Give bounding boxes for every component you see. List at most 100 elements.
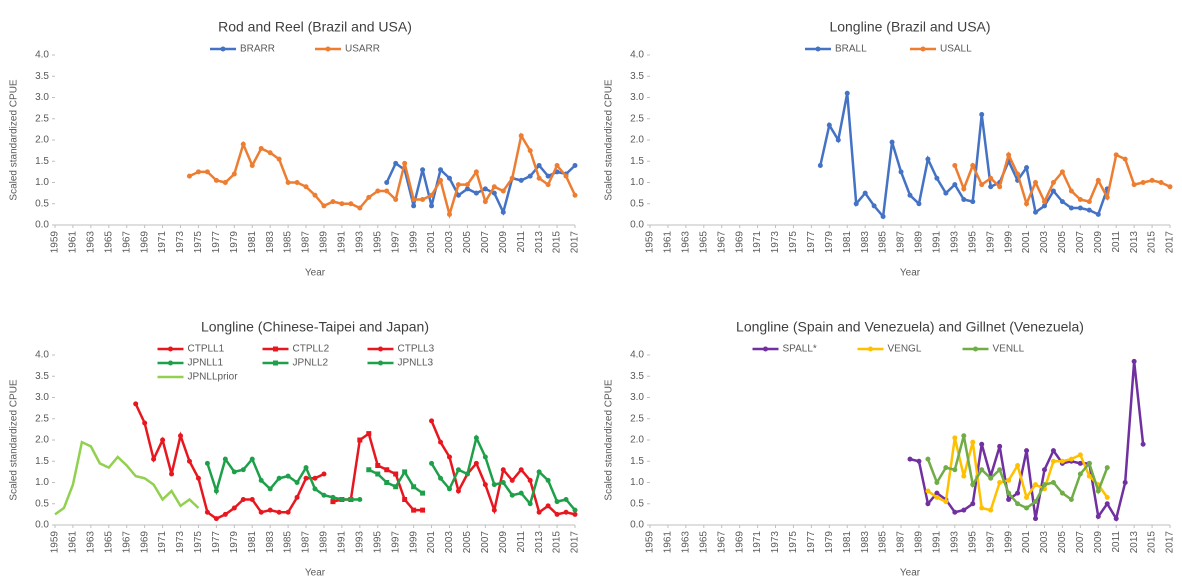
marker: [1024, 494, 1030, 500]
marker: [1033, 209, 1039, 215]
x-tick-label: 1959: [645, 231, 656, 254]
marker: [1086, 473, 1092, 479]
marker: [473, 435, 479, 441]
marker: [1167, 184, 1173, 190]
marker: [554, 163, 560, 168]
marker: [1050, 458, 1056, 464]
marker: [509, 175, 515, 181]
marker: [563, 497, 569, 502]
marker: [518, 467, 524, 473]
marker: [312, 475, 318, 481]
marker: [240, 497, 246, 502]
marker: [402, 497, 408, 502]
marker: [384, 480, 390, 485]
marker: [1024, 448, 1030, 454]
marker: [1015, 490, 1021, 496]
marker: [509, 492, 515, 498]
marker: [384, 467, 390, 473]
x-tick-label: 2011: [516, 231, 527, 253]
marker: [411, 197, 417, 202]
marker: [536, 163, 542, 168]
x-tick-label: 2001: [1021, 231, 1032, 254]
marker: [402, 469, 408, 475]
marker: [1041, 199, 1047, 205]
marker: [204, 460, 210, 466]
x-tick-label: 1967: [121, 531, 132, 554]
marker: [1122, 156, 1128, 162]
marker: [482, 482, 488, 488]
marker: [222, 180, 228, 185]
marker: [979, 467, 985, 473]
x-tick-label: 2013: [534, 531, 545, 554]
marker: [420, 507, 426, 513]
marker: [1033, 516, 1039, 522]
x-tick-label: 1993: [354, 531, 365, 554]
marker: [446, 486, 452, 492]
x-tick-label: 1961: [663, 231, 674, 254]
marker: [473, 169, 479, 175]
marker: [988, 184, 994, 190]
marker: [1086, 460, 1092, 466]
marker: [1015, 171, 1021, 177]
marker: [276, 509, 282, 515]
marker: [907, 456, 913, 462]
marker: [518, 177, 524, 183]
y-tick-label: 3.0: [630, 92, 644, 103]
marker: [817, 163, 823, 168]
marker: [231, 171, 237, 177]
marker: [1059, 169, 1065, 175]
marker: [997, 184, 1003, 190]
marker: [339, 497, 345, 502]
marker: [952, 435, 958, 441]
x-tick-label: 1975: [193, 531, 204, 554]
x-tick-label: 1991: [337, 231, 348, 254]
x-tick-label: 2017: [1165, 531, 1176, 554]
marker: [195, 475, 201, 481]
marker: [1140, 441, 1146, 447]
x-tick-label: 2001: [426, 531, 437, 554]
marker: [220, 46, 226, 52]
marker: [249, 497, 255, 502]
marker: [178, 433, 184, 439]
y-tick-label: 3.5: [35, 371, 49, 382]
x-tick-label: 2009: [498, 231, 509, 254]
marker: [853, 201, 859, 207]
marker: [267, 507, 273, 513]
marker: [330, 499, 336, 505]
marker: [563, 509, 569, 515]
marker: [925, 156, 931, 162]
x-axis-label: Year: [305, 568, 326, 579]
marker: [491, 184, 497, 190]
marker: [500, 209, 506, 215]
marker: [970, 501, 976, 507]
x-tick-label: 2011: [516, 531, 527, 553]
marker: [889, 139, 895, 145]
marker: [545, 503, 551, 509]
marker: [970, 439, 976, 445]
y-tick-label: 4.0: [630, 50, 644, 61]
marker: [1095, 211, 1101, 217]
y-tick-label: 4.0: [35, 50, 49, 61]
legend-label: USALL: [940, 44, 972, 55]
x-tick-label: 1975: [788, 231, 799, 254]
x-tick-label: 1969: [734, 231, 745, 254]
y-tick-label: 1.5: [630, 156, 644, 167]
y-tick-label: 0.0: [630, 220, 644, 231]
legend-label: CTPLL2: [293, 344, 330, 355]
marker: [518, 133, 524, 139]
marker: [438, 177, 444, 183]
marker: [142, 420, 148, 426]
x-tick-label: 1961: [663, 531, 674, 554]
marker: [240, 467, 246, 473]
marker: [411, 484, 417, 490]
marker: [303, 475, 309, 481]
x-tick-label: 1999: [1003, 531, 1014, 554]
marker: [898, 169, 904, 175]
marker: [482, 199, 488, 205]
marker: [411, 203, 417, 209]
y-tick-label: 0.0: [35, 520, 49, 531]
marker: [375, 188, 381, 194]
marker: [294, 180, 300, 185]
marker: [204, 509, 210, 515]
marker: [545, 182, 551, 188]
